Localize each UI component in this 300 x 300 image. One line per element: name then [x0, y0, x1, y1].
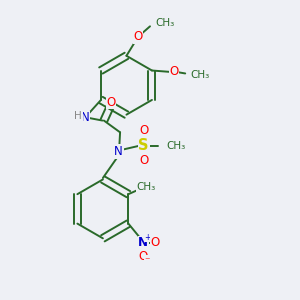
Text: S: S [138, 138, 149, 153]
Text: H: H [74, 111, 82, 121]
Text: +: + [145, 233, 151, 242]
Text: O: O [169, 65, 179, 79]
Text: CH₃: CH₃ [166, 141, 186, 151]
Text: ⁻: ⁻ [145, 256, 150, 266]
Text: CH₃: CH₃ [155, 18, 174, 28]
Text: O: O [134, 30, 143, 43]
Text: CH₃: CH₃ [136, 182, 156, 192]
Text: CH₃: CH₃ [190, 70, 209, 80]
Text: O: O [106, 95, 116, 109]
Text: O: O [139, 154, 148, 167]
Text: N: N [80, 111, 89, 124]
Text: O: O [151, 236, 160, 249]
Text: O: O [139, 124, 148, 137]
Text: N: N [114, 145, 123, 158]
Text: N: N [138, 236, 148, 249]
Text: O: O [139, 250, 148, 263]
